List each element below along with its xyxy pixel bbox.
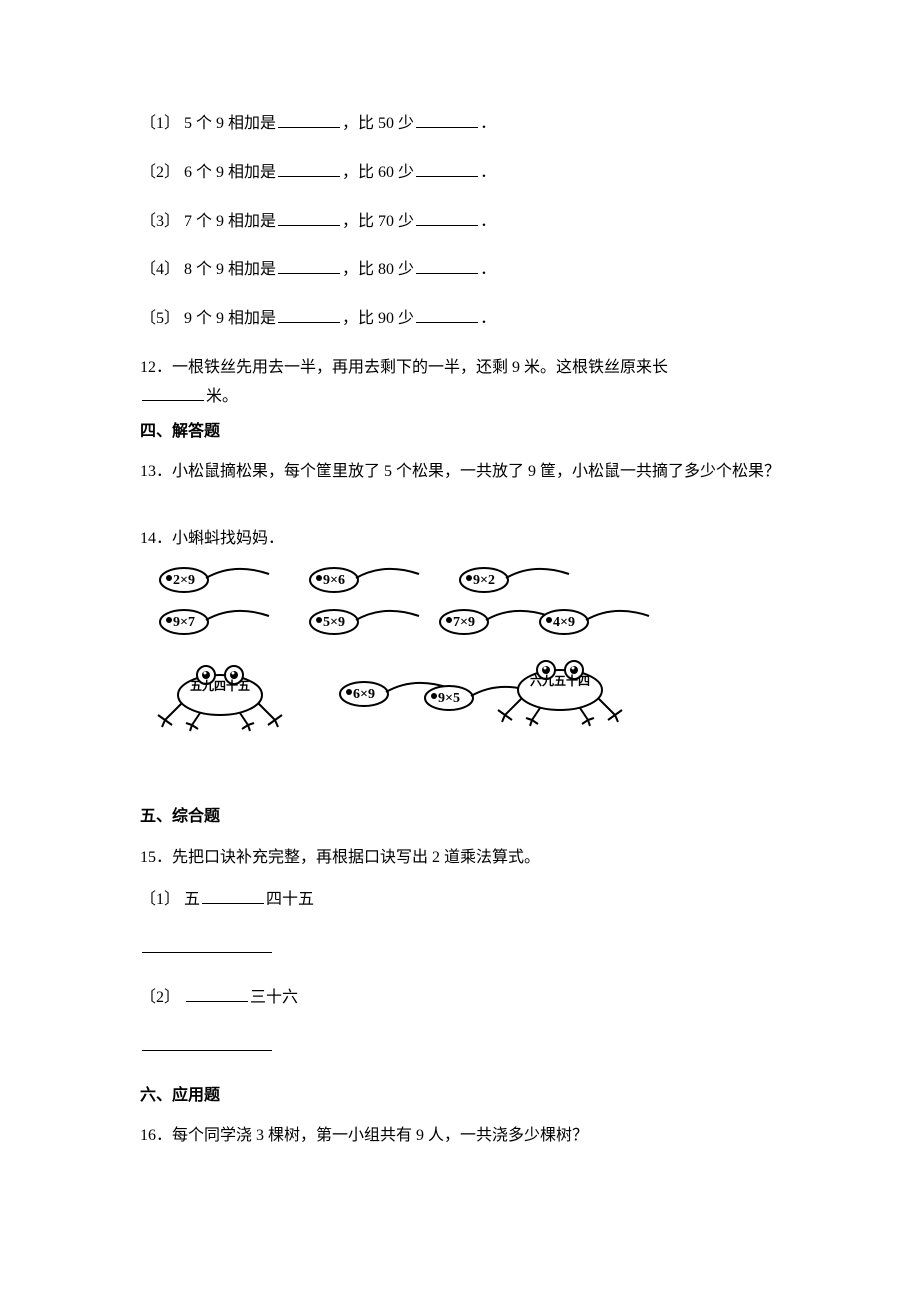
n: 8 <box>184 261 192 278</box>
cmp: 80 <box>378 261 394 278</box>
tad-label: 2×9 <box>173 573 195 588</box>
q15-intro: 15．先把口诀补充完整，再根据口诀写出 2 道乘法算式。 <box>140 844 780 873</box>
cmp: 90 <box>378 310 394 327</box>
tadpole-item: 9×7 <box>160 610 269 634</box>
cmp: 70 <box>378 213 394 230</box>
q12-text: 12．一根铁丝先用去一半，再用去剩下的一半，还剩 9 米。这根铁丝原来长 <box>140 359 668 376</box>
spacer <box>140 769 780 797</box>
blank <box>278 306 340 323</box>
blank <box>416 209 478 226</box>
q15-item-2: 〔2〕 三十六 <box>140 984 780 1013</box>
n: 9 <box>184 310 192 327</box>
blank <box>278 209 340 226</box>
blank <box>278 111 340 128</box>
cmp: 60 <box>378 164 394 181</box>
frog-label: 五九四十五 <box>190 678 250 693</box>
post: 四十五 <box>266 891 314 908</box>
idx: 〔5〕 <box>140 310 180 327</box>
blank <box>416 160 478 177</box>
q13: 13．小松鼠摘松果，每个筐里放了 5 个松果，一共放了 9 筐，小松鼠一共摘了多… <box>140 458 780 487</box>
answer-line <box>140 1033 780 1062</box>
blank <box>416 111 478 128</box>
q14: 14．小蝌蚪找妈妈． <box>140 525 780 554</box>
answer-line <box>140 935 780 964</box>
frog-item: 六九五十四 <box>498 661 622 726</box>
idx: 〔4〕 <box>140 261 180 278</box>
blank <box>278 257 340 274</box>
tadpole-item: 7×9 <box>440 610 549 634</box>
post: 三十六 <box>250 989 298 1006</box>
q11-block: 〔1〕 5 个 9 相加是，比 50 少． 〔2〕 6 个 9 相加是，比 60… <box>140 110 780 334</box>
tad-label: 9×6 <box>323 573 345 588</box>
idx: 〔3〕 <box>140 213 180 230</box>
n: 6 <box>184 164 192 181</box>
q11-item-5: 〔5〕 9 个 9 相加是，比 90 少． <box>140 305 780 334</box>
blank <box>202 887 264 904</box>
page: 〔1〕 5 个 9 相加是，比 50 少． 〔2〕 6 个 9 相加是，比 60… <box>0 0 920 1211</box>
tadpole-item: 9×6 <box>310 568 419 592</box>
tadpole-item: 4×9 <box>540 610 649 634</box>
tadpole-item: 5×9 <box>310 610 419 634</box>
q11-item-4: 〔4〕 8 个 9 相加是，比 80 少． <box>140 256 780 285</box>
tad-label: 4×9 <box>553 615 575 630</box>
blank <box>416 257 478 274</box>
blank <box>278 160 340 177</box>
tad-label: 6×9 <box>353 687 375 702</box>
idx: 〔2〕 <box>140 989 180 1006</box>
n: 7 <box>184 213 192 230</box>
tad-label: 9×7 <box>173 615 195 630</box>
tadpole-item: 9×2 <box>460 568 569 592</box>
q12: 12．一根铁丝先用去一半，再用去剩下的一半，还剩 9 米。这根铁丝原来长 米。 <box>140 354 780 412</box>
blank <box>186 985 248 1002</box>
tad-label: 9×5 <box>438 691 460 706</box>
section-4-title: 四、解答题 <box>140 418 780 447</box>
frog-label: 六九五十四 <box>530 673 590 688</box>
cmp: 50 <box>378 115 394 132</box>
n: 5 <box>184 115 192 132</box>
blank <box>142 936 272 953</box>
frog-item: 五九四十五 <box>158 666 282 731</box>
blank <box>142 1034 272 1051</box>
section-6-title: 六、应用题 <box>140 1082 780 1111</box>
tadpole-item: 2×9 <box>160 568 269 592</box>
tadpole-figure: 2×9 9×6 9×2 9×7 5×9 7×9 4×9 6×9 9×5 五九四十… <box>140 560 650 738</box>
idx: 〔1〕 <box>140 115 180 132</box>
blank <box>142 384 204 401</box>
section-5-title: 五、综合题 <box>140 803 780 832</box>
q11-item-1: 〔1〕 5 个 9 相加是，比 50 少． <box>140 110 780 139</box>
q11-item-2: 〔2〕 6 个 9 相加是，比 60 少． <box>140 159 780 188</box>
q11-item-3: 〔3〕 7 个 9 相加是，比 70 少． <box>140 208 780 237</box>
blank <box>416 306 478 323</box>
q15-item-1: 〔1〕 五 四十五 <box>140 886 780 915</box>
idx: 〔2〕 <box>140 164 180 181</box>
tad-label: 9×2 <box>473 573 495 588</box>
tad-label: 5×9 <box>323 615 345 630</box>
idx: 〔1〕 <box>140 891 180 908</box>
tad-label: 7×9 <box>453 615 475 630</box>
answer-space <box>140 497 780 525</box>
q16: 16．每个同学浇 3 棵树，第一小组共有 9 人，一共浇多少棵树？ <box>140 1122 780 1151</box>
q12-unit: 米。 <box>206 388 238 405</box>
pre: 五 <box>184 891 200 908</box>
